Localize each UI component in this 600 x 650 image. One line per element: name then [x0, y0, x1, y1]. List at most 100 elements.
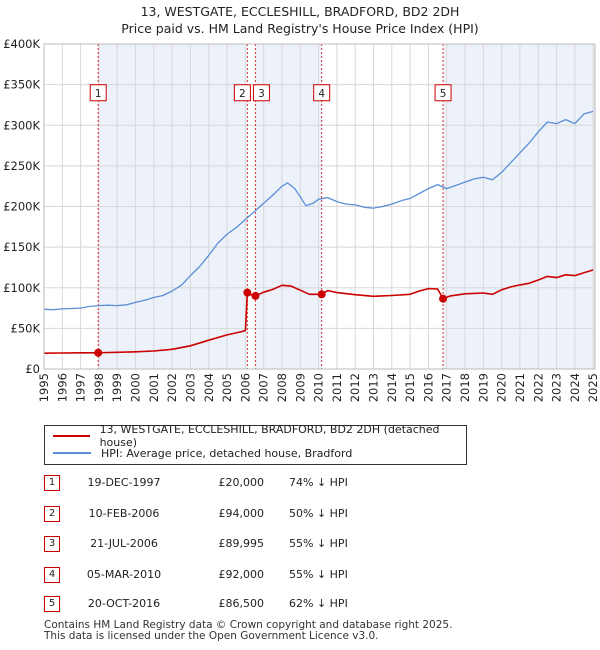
x-tick-label: 2003: [183, 373, 197, 402]
x-tick-label: 2000: [129, 373, 143, 402]
chart-subtitle: Price paid vs. HM Land Registry's House …: [121, 21, 479, 36]
sale-hpi-diff: 55% ↓ HPI: [289, 568, 348, 581]
table-row: 3 21-JUL-2006 £89,995 55% ↓ HPI: [44, 536, 584, 552]
x-tick-label: 1997: [74, 373, 88, 402]
y-tick-label: £0: [25, 362, 40, 376]
x-tick-label: 2023: [550, 373, 564, 402]
sale-price: £86,500: [218, 597, 265, 610]
sale-marker-box: [89, 84, 107, 102]
sale-point: [243, 288, 252, 297]
legend-item-hpi: HPI: Average price, detached house, Brad…: [53, 445, 352, 461]
x-tick-label: 2007: [257, 373, 271, 402]
y-tick-label: £350K: [3, 78, 40, 92]
sale-date: 10-FEB-2006: [88, 507, 160, 520]
sale-price: £94,000: [218, 507, 265, 520]
sale-marker-label: 5: [434, 84, 452, 102]
series-line-property: [43, 269, 594, 354]
sale-date: 05-MAR-2010: [86, 568, 162, 581]
sale-point: [317, 290, 326, 299]
x-tick-label: 2025: [586, 373, 600, 402]
legend-line-red: [53, 435, 90, 437]
series-line-hpi: [43, 110, 594, 311]
x-tick-label: 2005: [220, 373, 234, 402]
y-tick-label: £200K: [3, 200, 40, 214]
sale-marker-box: [434, 84, 452, 102]
sale-marker-number: 4: [318, 88, 325, 100]
y-tick-label: £250K: [3, 159, 40, 173]
sale-marker-label: 3: [252, 84, 270, 102]
table-row: 4 05-MAR-2010 £92,000 55% ↓ HPI: [44, 567, 584, 583]
sale-hpi-diff: 62% ↓ HPI: [289, 597, 348, 610]
y-tick-label: £50K: [11, 321, 41, 335]
legend: 13, WESTGATE, ECCLESHILL, BRADFORD, BD2 …: [44, 423, 467, 465]
sale-price: £20,000: [218, 476, 265, 489]
sale-date: 20-OCT-2016: [87, 597, 161, 610]
x-tick-label: 2002: [165, 373, 179, 402]
legend-label-hpi: HPI: Average price, detached house, Brad…: [101, 446, 353, 460]
x-tick-label: 1996: [55, 373, 69, 402]
table-row: 1 19-DEC-1997 £20,000 74% ↓ HPI: [44, 475, 584, 491]
legend-line-blue: [53, 452, 91, 454]
x-tick-label: 1999: [110, 373, 124, 402]
x-tick-label: 2016: [421, 373, 435, 402]
footer: Contains HM Land Registry data © Crown c…: [44, 620, 452, 642]
y-tick-label: £150K: [3, 240, 40, 254]
x-tick-label: 2004: [202, 373, 216, 402]
y-tick-label: £300K: [3, 118, 40, 132]
x-tick-label: 2020: [495, 373, 509, 402]
x-tick-label: 2013: [367, 373, 381, 402]
x-tick-label: 2009: [293, 373, 307, 402]
y-tick-label: £100K: [3, 281, 40, 295]
x-tick-label: 2012: [348, 373, 362, 402]
x-tick-label: 2017: [440, 373, 454, 402]
sale-point: [439, 294, 448, 303]
table-row: 2 10-FEB-2006 £94,000 50% ↓ HPI: [44, 506, 584, 522]
x-tick-label: 2014: [385, 373, 399, 402]
x-tick-label: 2001: [147, 373, 161, 402]
y-tick-label: £400K: [3, 37, 40, 51]
x-tick-label: 2006: [238, 373, 252, 402]
sale-date: 19-DEC-1997: [87, 476, 161, 489]
legend-label-property: 13, WESTGATE, ECCLESHILL, BRADFORD, BD2 …: [99, 423, 440, 449]
x-tick-label: 2022: [531, 373, 545, 402]
chart-title: 13, WESTGATE, ECCLESHILL, BRADFORD, BD2 …: [140, 4, 460, 19]
x-tick-label: 2011: [330, 373, 344, 402]
sale-point: [251, 291, 260, 300]
plot-frame: [43, 43, 596, 370]
sale-hpi-diff: 55% ↓ HPI: [289, 537, 348, 550]
sale-price: £92,000: [218, 568, 265, 581]
sale-hpi-diff: 50% ↓ HPI: [289, 507, 348, 520]
table-row: 5 20-OCT-2016 £86,500 62% ↓ HPI: [44, 596, 584, 612]
sale-marker-box: [233, 84, 251, 102]
sale-number-badge: 1: [44, 475, 60, 491]
x-tick-label: 1998: [92, 373, 106, 402]
x-tick-label: 2010: [312, 373, 326, 402]
sale-marker-box: [252, 84, 270, 102]
sale-point: [94, 348, 103, 357]
x-tick-label: 2021: [513, 373, 527, 402]
sale-marker-label: 2: [233, 84, 251, 102]
sale-marker-label: 4: [313, 84, 331, 102]
sale-marker-label: 1: [89, 84, 107, 102]
x-tick-label: 1995: [37, 373, 51, 402]
sale-marker-box: [313, 84, 331, 102]
footer-licence: This data is licensed under the Open Gov…: [44, 630, 379, 642]
footer-copyright: Contains HM Land Registry data © Crown c…: [44, 619, 453, 631]
sale-hpi-diff: 74% ↓ HPI: [289, 476, 348, 489]
x-tick-label: 2015: [403, 373, 417, 402]
sale-date: 21-JUL-2006: [90, 537, 158, 550]
legend-item-property: 13, WESTGATE, ECCLESHILL, BRADFORD, BD2 …: [53, 423, 466, 449]
sale-number-badge: 2: [44, 506, 60, 522]
price-chart: £0 £50K £100K £150K £200K £250K £300K £350K £400…: [3, 37, 600, 402]
x-tick-label: 2024: [568, 373, 582, 402]
x-tick-label: 2019: [476, 373, 490, 402]
sale-marker-number: 5: [440, 88, 447, 100]
sale-number-badge: 5: [44, 596, 60, 612]
sale-marker-number: 3: [258, 88, 265, 100]
sale-number-badge: 3: [44, 536, 60, 552]
x-tick-label: 2008: [275, 373, 289, 402]
sale-price: £89,995: [218, 537, 265, 550]
sale-number-badge: 4: [44, 567, 60, 583]
sale-marker-number: 2: [239, 88, 246, 100]
sale-marker-number: 1: [95, 88, 102, 100]
